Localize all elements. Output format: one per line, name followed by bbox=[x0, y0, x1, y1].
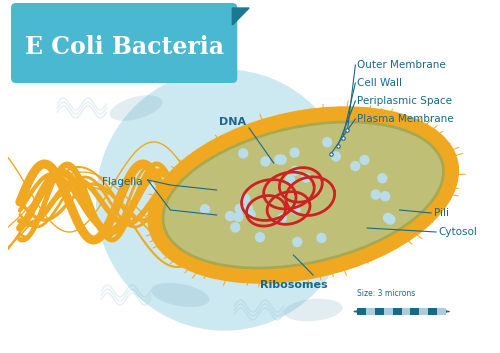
Circle shape bbox=[246, 210, 255, 219]
Circle shape bbox=[286, 175, 294, 184]
Bar bbox=[402, 308, 410, 315]
Circle shape bbox=[231, 223, 240, 232]
Text: Flagella: Flagella bbox=[102, 177, 142, 187]
Circle shape bbox=[302, 173, 310, 182]
Ellipse shape bbox=[284, 299, 343, 321]
Text: Plasma Membrane: Plasma Membrane bbox=[358, 114, 454, 124]
Circle shape bbox=[290, 166, 300, 175]
Circle shape bbox=[241, 194, 250, 203]
Bar bbox=[375, 308, 384, 315]
Text: Cell Wall: Cell Wall bbox=[358, 78, 403, 88]
Circle shape bbox=[371, 190, 380, 199]
Circle shape bbox=[381, 192, 390, 201]
Bar bbox=[437, 308, 446, 315]
Ellipse shape bbox=[148, 106, 459, 284]
Ellipse shape bbox=[151, 283, 210, 307]
Polygon shape bbox=[232, 8, 249, 25]
Circle shape bbox=[386, 215, 395, 224]
Bar bbox=[410, 308, 420, 315]
Circle shape bbox=[235, 204, 244, 213]
Circle shape bbox=[293, 238, 302, 246]
Text: E Coli Bacteria: E Coli Bacteria bbox=[24, 35, 224, 59]
Circle shape bbox=[234, 213, 243, 221]
Bar bbox=[366, 308, 375, 315]
Circle shape bbox=[278, 155, 286, 164]
Text: Cytosol: Cytosol bbox=[438, 227, 477, 237]
Circle shape bbox=[239, 149, 248, 158]
Circle shape bbox=[244, 204, 252, 213]
Text: Size: 3 microns: Size: 3 microns bbox=[358, 289, 416, 298]
Bar bbox=[420, 308, 428, 315]
Circle shape bbox=[278, 214, 286, 223]
Ellipse shape bbox=[110, 95, 162, 121]
Circle shape bbox=[317, 233, 326, 243]
Circle shape bbox=[96, 70, 352, 330]
Text: Pili: Pili bbox=[434, 208, 449, 218]
Bar bbox=[393, 308, 402, 315]
Text: Ribosomes: Ribosomes bbox=[260, 280, 327, 290]
Circle shape bbox=[274, 155, 283, 164]
Circle shape bbox=[378, 174, 387, 183]
Circle shape bbox=[323, 138, 332, 147]
Bar bbox=[428, 308, 437, 315]
Text: Outer Membrane: Outer Membrane bbox=[358, 60, 446, 70]
Circle shape bbox=[332, 152, 340, 161]
Circle shape bbox=[200, 205, 209, 214]
Circle shape bbox=[351, 162, 360, 170]
Circle shape bbox=[261, 157, 270, 166]
Circle shape bbox=[256, 233, 264, 242]
Circle shape bbox=[384, 213, 392, 222]
Circle shape bbox=[291, 205, 300, 214]
Bar bbox=[358, 308, 366, 315]
FancyBboxPatch shape bbox=[11, 3, 237, 83]
Ellipse shape bbox=[163, 122, 444, 268]
Circle shape bbox=[290, 148, 299, 157]
Text: Periplasmic Space: Periplasmic Space bbox=[358, 96, 452, 106]
Text: DNA: DNA bbox=[219, 117, 246, 127]
Circle shape bbox=[226, 211, 234, 221]
Circle shape bbox=[360, 155, 369, 164]
Bar bbox=[384, 308, 393, 315]
